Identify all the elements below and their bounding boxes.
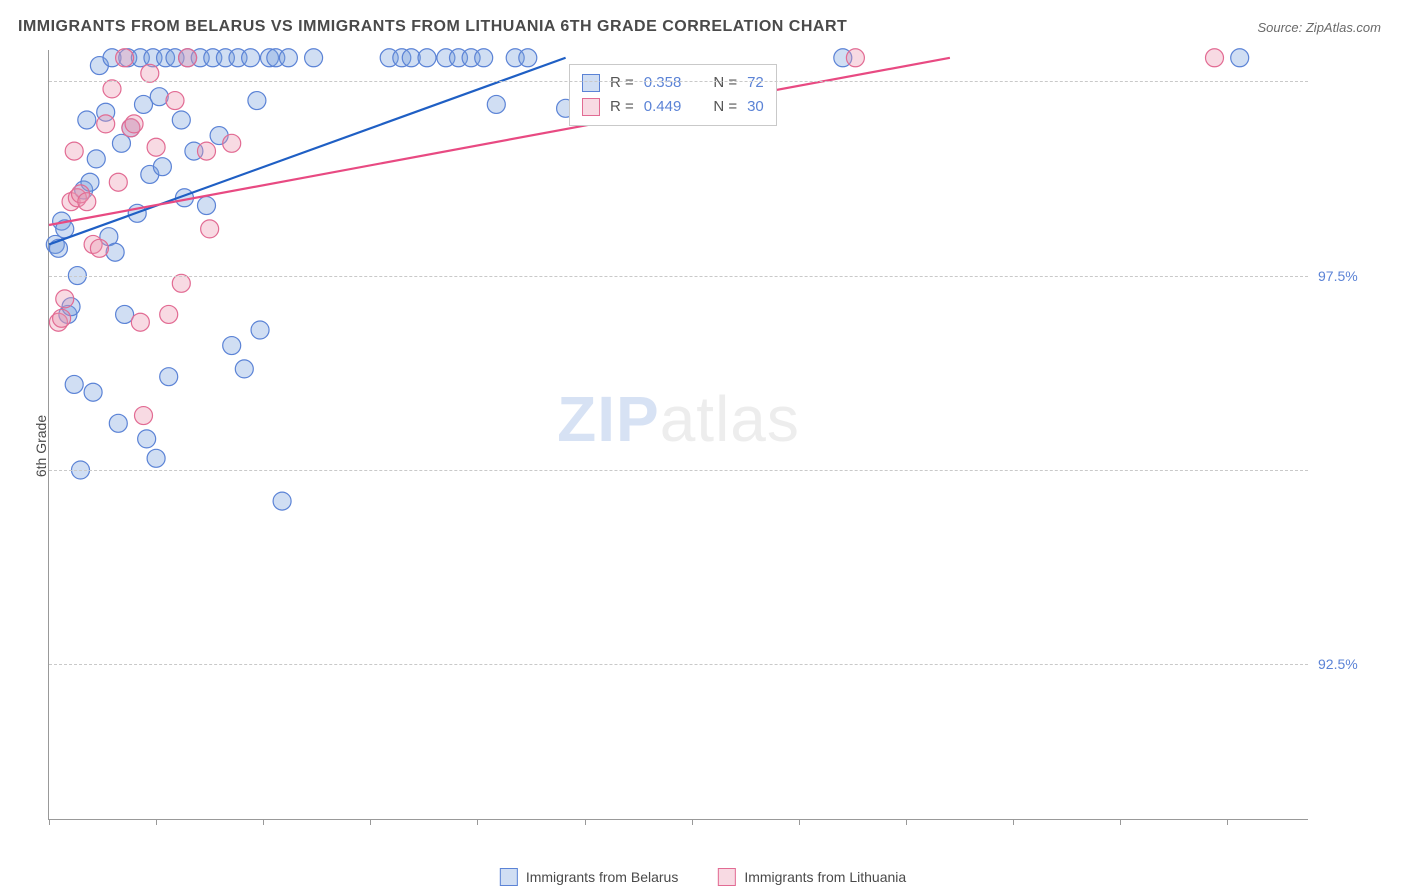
data-point	[487, 95, 505, 113]
data-point	[223, 134, 241, 152]
legend-row: R = 0.358 N = 72	[582, 71, 764, 95]
data-point	[65, 142, 83, 160]
y-tick-label: 92.5%	[1318, 656, 1388, 672]
data-point	[90, 239, 108, 257]
data-point	[172, 111, 190, 129]
gridline	[49, 470, 1308, 471]
data-point	[475, 49, 493, 67]
y-tick-label: 97.5%	[1318, 268, 1388, 284]
data-point	[109, 173, 127, 191]
r-value: 0.449	[644, 95, 682, 119]
data-point	[106, 243, 124, 261]
n-label: N =	[713, 71, 737, 95]
data-point	[172, 274, 190, 292]
correlation-legend: R = 0.358 N = 72 R = 0.449 N = 30	[569, 64, 777, 126]
legend-series-name: Immigrants from Lithuania	[744, 869, 906, 885]
x-tick-mark	[477, 819, 478, 825]
gridline	[49, 81, 1308, 82]
r-value: 0.358	[644, 71, 682, 95]
data-point	[147, 449, 165, 467]
data-point	[116, 49, 134, 67]
data-point	[109, 414, 127, 432]
data-point	[65, 375, 83, 393]
data-point	[160, 368, 178, 386]
r-label: R =	[610, 95, 634, 119]
data-point	[131, 313, 149, 331]
legend-swatch	[500, 868, 518, 886]
x-tick-mark	[156, 819, 157, 825]
data-point	[242, 49, 260, 67]
data-point	[97, 115, 115, 133]
data-point	[53, 309, 71, 327]
data-point	[84, 383, 102, 401]
x-tick-mark	[49, 819, 50, 825]
data-point	[305, 49, 323, 67]
chart-plot-area: ZIPatlas R = 0.358N = 72R = 0.449N = 30 …	[48, 50, 1308, 820]
n-value: 72	[747, 71, 764, 95]
data-point	[198, 197, 216, 215]
x-tick-mark	[692, 819, 693, 825]
data-point	[135, 407, 153, 425]
data-point	[519, 49, 537, 67]
data-point	[103, 80, 121, 98]
chart-title: IMMIGRANTS FROM BELARUS VS IMMIGRANTS FR…	[18, 18, 847, 36]
x-tick-mark	[585, 819, 586, 825]
data-point	[166, 92, 184, 110]
plot-svg	[49, 50, 1308, 819]
n-label: N =	[713, 95, 737, 119]
source-prefix: Source:	[1257, 20, 1305, 35]
r-label: R =	[610, 71, 634, 95]
data-point	[125, 115, 143, 133]
x-tick-mark	[906, 819, 907, 825]
data-point	[273, 492, 291, 510]
x-tick-mark	[1227, 819, 1228, 825]
n-value: 30	[747, 95, 764, 119]
source-link[interactable]: ZipAtlas.com	[1306, 20, 1381, 35]
series-legend: Immigrants from Belarus Immigrants from L…	[500, 868, 906, 886]
data-point	[153, 158, 171, 176]
data-point	[235, 360, 253, 378]
legend-series-name: Immigrants from Belarus	[526, 869, 678, 885]
data-point	[78, 193, 96, 211]
y-axis-label: 6th Grade	[33, 415, 49, 477]
data-point	[418, 49, 436, 67]
data-point	[78, 111, 96, 129]
data-point	[112, 134, 130, 152]
data-point	[248, 92, 266, 110]
x-tick-mark	[370, 819, 371, 825]
x-tick-mark	[1013, 819, 1014, 825]
data-point	[1231, 49, 1249, 67]
data-point	[147, 138, 165, 156]
legend-item: Immigrants from Lithuania	[718, 868, 906, 886]
data-point	[141, 64, 159, 82]
legend-row: R = 0.449 N = 30	[582, 95, 764, 119]
data-point	[201, 220, 219, 238]
x-tick-mark	[1120, 819, 1121, 825]
data-point	[179, 49, 197, 67]
gridline	[49, 276, 1308, 277]
data-point	[1206, 49, 1224, 67]
trend-line	[49, 58, 950, 225]
legend-item: Immigrants from Belarus	[500, 868, 678, 886]
legend-swatch	[582, 74, 600, 92]
data-point	[150, 88, 168, 106]
legend-swatch	[718, 868, 736, 886]
data-point	[56, 290, 74, 308]
data-point	[87, 150, 105, 168]
gridline	[49, 664, 1308, 665]
data-point	[138, 430, 156, 448]
data-point	[279, 49, 297, 67]
legend-swatch	[582, 98, 600, 116]
data-point	[160, 305, 178, 323]
data-point	[198, 142, 216, 160]
x-tick-mark	[263, 819, 264, 825]
source-credit: Source: ZipAtlas.com	[1257, 20, 1381, 35]
data-point	[846, 49, 864, 67]
data-point	[223, 337, 241, 355]
data-point	[251, 321, 269, 339]
x-tick-mark	[799, 819, 800, 825]
